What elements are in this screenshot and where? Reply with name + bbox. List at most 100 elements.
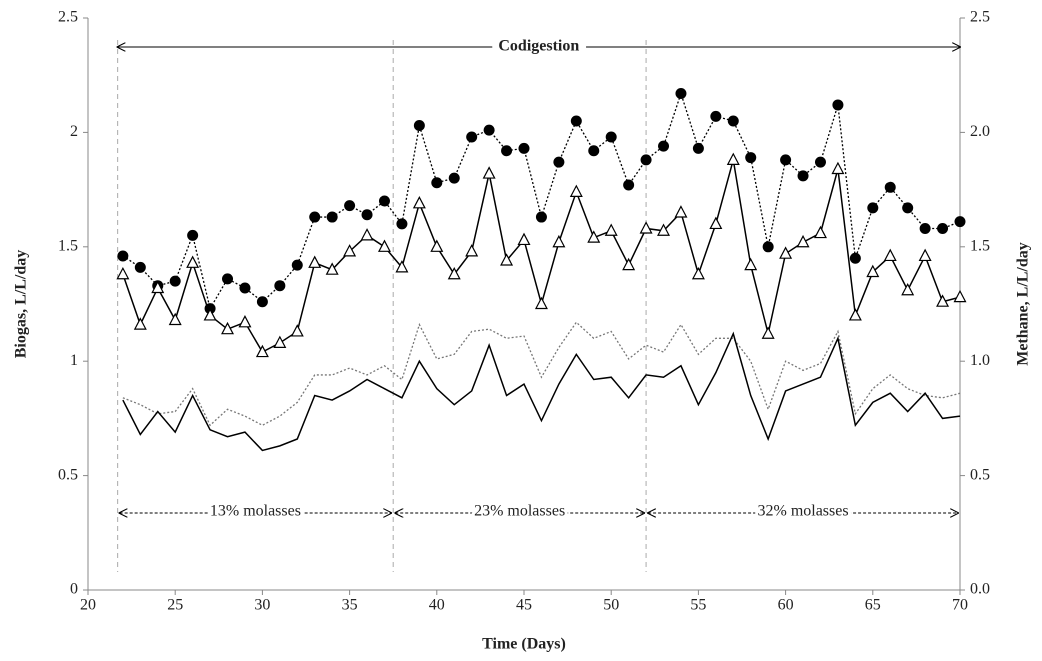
circle-marker <box>326 211 338 223</box>
triangle-marker <box>639 221 653 234</box>
triangle-marker <box>604 223 618 236</box>
circle-marker <box>832 99 844 111</box>
y-tick-label: 2.5 <box>58 9 78 26</box>
x-tick-label: 35 <box>342 597 358 614</box>
triangle-marker <box>168 312 182 326</box>
triangle-marker <box>133 317 147 330</box>
y-tick-label: 1.5 <box>58 237 78 254</box>
triangle-marker <box>465 244 479 257</box>
triangle-marker <box>848 308 862 321</box>
phase-label: 32% molasses <box>757 503 848 520</box>
circle-marker <box>518 142 530 154</box>
circle-marker <box>256 296 268 308</box>
circle-marker <box>466 131 478 143</box>
circle-marker <box>902 202 914 214</box>
x-tick-label: 40 <box>429 597 445 614</box>
triangle-marker <box>831 161 845 175</box>
triangle-marker <box>116 266 130 280</box>
y2-tick-label: 2.5 <box>970 9 990 26</box>
x-tick-label: 45 <box>516 597 532 614</box>
circle-marker <box>849 252 861 264</box>
triangle-marker <box>674 205 688 218</box>
triangle-marker <box>552 234 566 248</box>
circle-marker <box>344 200 356 212</box>
y-tick-label: 1 <box>70 352 78 369</box>
triangle-marker <box>883 248 897 262</box>
triangle-marker <box>273 335 287 348</box>
circle-marker <box>937 222 949 234</box>
triangle-marker <box>151 280 165 294</box>
triangle-marker <box>412 196 426 209</box>
series-line <box>122 321 961 427</box>
y-tick-label: 0 <box>70 581 78 598</box>
triangle-marker <box>901 282 915 296</box>
triangle-marker <box>779 246 793 259</box>
circle-marker <box>274 280 286 292</box>
circle-marker <box>797 170 809 182</box>
circle-marker <box>448 172 460 184</box>
triangle-marker <box>255 344 269 358</box>
circle-marker <box>535 211 547 223</box>
circle-marker <box>291 259 303 271</box>
series-line <box>122 331 961 452</box>
circle-marker <box>501 145 513 157</box>
triangle-marker <box>308 255 322 268</box>
triangle-marker <box>657 223 671 236</box>
phase-label: 13% molasses <box>210 503 301 520</box>
phase-label: 23% molasses <box>474 503 565 520</box>
triangle-marker <box>866 264 880 278</box>
y2-tick-label: 0.0 <box>970 581 990 598</box>
circle-marker <box>239 282 251 294</box>
triangle-marker <box>290 324 304 337</box>
circle-marker <box>483 124 495 136</box>
circle-marker <box>605 131 617 143</box>
circle-marker <box>919 222 931 234</box>
triangle-marker <box>377 239 391 252</box>
triangle-marker <box>691 266 705 280</box>
circle-marker <box>134 261 146 273</box>
triangle-marker <box>534 296 548 310</box>
circle-marker <box>378 195 390 207</box>
triangle-marker <box>726 152 740 165</box>
triangle-marker <box>936 294 950 307</box>
triangle-marker <box>500 253 514 266</box>
triangle-marker <box>796 234 810 248</box>
triangle-marker <box>622 257 636 271</box>
circle-marker <box>745 152 757 164</box>
triangle-marker <box>517 232 531 246</box>
x-tick-label: 50 <box>603 597 619 614</box>
triangle-marker <box>343 244 357 257</box>
circle-marker <box>396 218 408 230</box>
circle-marker <box>658 140 670 152</box>
triangle-marker <box>186 255 200 268</box>
circle-marker <box>675 88 687 100</box>
circle-marker <box>762 241 774 253</box>
y-tick-label: 0.5 <box>58 466 78 483</box>
triangle-marker <box>395 260 409 273</box>
triangle-marker <box>238 315 252 328</box>
circle-marker <box>640 154 652 166</box>
circle-marker <box>309 211 321 223</box>
y2-tick-label: 1.0 <box>970 352 990 369</box>
triangle-marker <box>221 321 235 335</box>
circle-marker <box>361 209 373 221</box>
triangle-marker <box>203 308 217 321</box>
triangle-marker <box>744 257 758 271</box>
triangle-marker <box>709 216 723 230</box>
circle-marker <box>169 275 181 287</box>
triangle-marker <box>482 166 496 179</box>
x-tick-label: 20 <box>80 597 96 614</box>
triangle-marker <box>447 266 461 280</box>
circle-marker <box>710 110 722 122</box>
triangle-marker <box>569 184 583 197</box>
span-label: Codigestion <box>498 38 579 55</box>
circle-marker <box>413 120 425 132</box>
circle-marker <box>570 115 582 127</box>
y-axis-title: Biogas, L/L/day <box>13 250 30 358</box>
circle-marker <box>780 154 792 166</box>
x-axis-title: Time (Days) <box>482 636 566 653</box>
circle-marker <box>588 145 600 157</box>
x-tick-label: 25 <box>167 597 183 614</box>
x-tick-label: 30 <box>254 597 270 614</box>
